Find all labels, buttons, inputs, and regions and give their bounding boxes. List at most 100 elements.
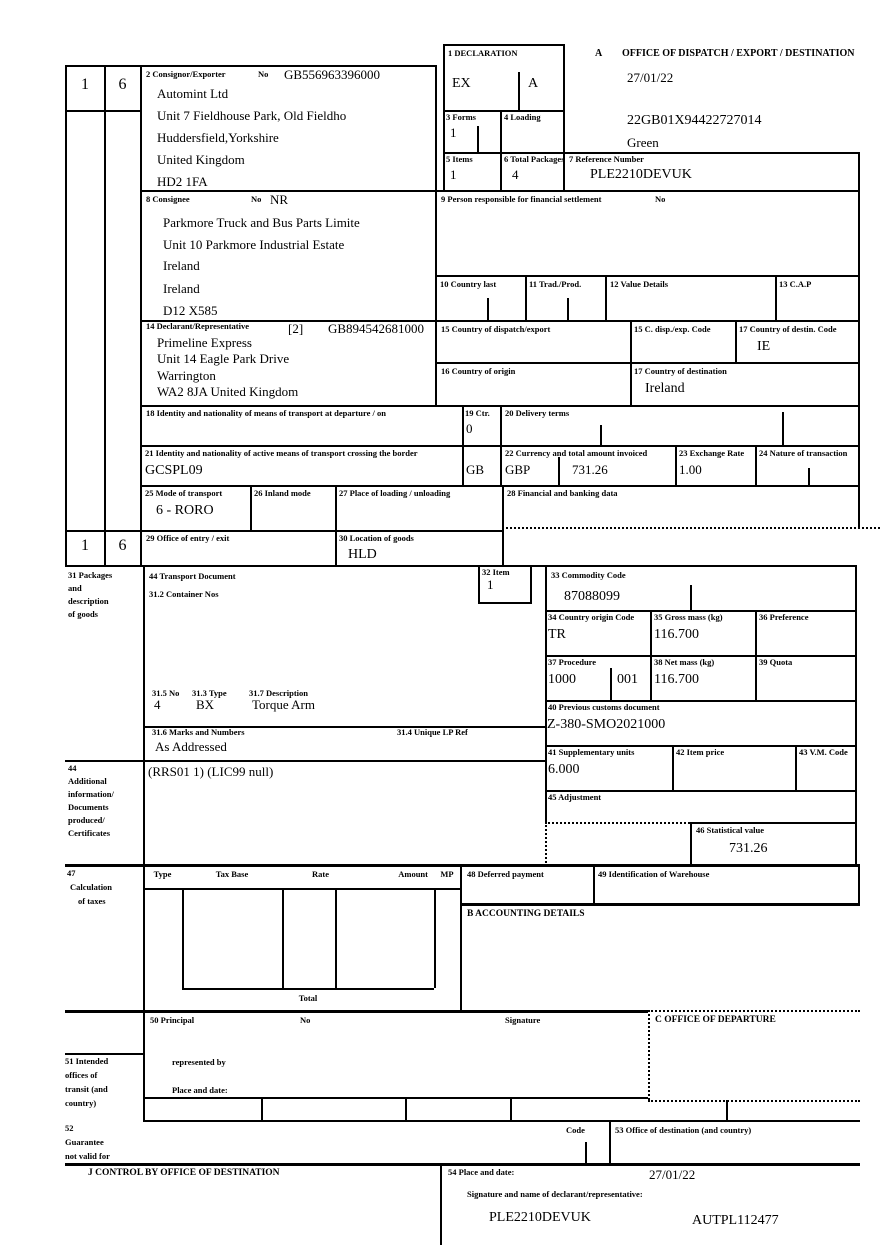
box1-label: 1 DECLARATION [448, 48, 518, 58]
box5-label: 5 Items [446, 154, 473, 164]
divider [143, 888, 462, 890]
consignor-line: United Kingdom [157, 152, 245, 167]
divider [478, 602, 532, 604]
consignee-line: Ireland [163, 281, 200, 296]
divider [502, 485, 504, 565]
dotted-divider [502, 527, 880, 529]
dotted-divider [648, 1010, 650, 1100]
box47-label: of taxes [78, 896, 106, 906]
box50-no-label: No [300, 1015, 311, 1025]
box30-value: HLD [348, 547, 377, 562]
box17a-value: IE [757, 339, 771, 354]
box7-label: 7 Reference Number [569, 154, 644, 164]
declarant-line: Warrington [157, 368, 216, 383]
divider [478, 565, 480, 602]
box25-label: 25 Mode of transport [145, 488, 223, 498]
divider [143, 1097, 648, 1099]
box31-label: 31 Packages [68, 570, 113, 580]
divider [140, 65, 142, 567]
unique-lp-ref-label: 31.4 Unique LP Ref [397, 727, 468, 737]
divider [434, 888, 436, 988]
box2-no-label: No [258, 69, 269, 79]
box51-label: 51 Intended [65, 1056, 109, 1066]
box49-label: 49 Identification of Warehouse [598, 869, 710, 879]
box46-label: 46 Statistical value [696, 825, 764, 835]
box1-subtype: A [528, 76, 539, 91]
divider [104, 65, 106, 567]
box5-value: 1 [450, 167, 457, 182]
consignor-line: Unit 7 Fieldhouse Park, Old Fieldho [157, 108, 347, 123]
dotted-divider [648, 1010, 860, 1012]
divider [518, 72, 520, 110]
consignee-line: Ireland [163, 258, 200, 273]
section-j-label: J CONTROL BY OFFICE OF DESTINATION [88, 1168, 280, 1178]
divider [282, 888, 284, 988]
box38-value: 116.700 [654, 672, 699, 687]
box22-label: 22 Currency and total amount invoiced [505, 448, 648, 458]
description-label: 31.7 Description [249, 688, 309, 698]
box54-signature-label: Signature and name of declarant/represen… [467, 1189, 643, 1199]
consignee-line: Parkmore Truck and Bus Parts Limite [163, 215, 360, 230]
divider [143, 726, 547, 728]
box21-nationality: GB [466, 462, 485, 477]
box50-signature-label: Signature [505, 1015, 541, 1025]
box37-value: 1000 [548, 672, 576, 687]
box27-label: 27 Place of loading / unloading [339, 488, 451, 498]
marks-value: As Addressed [155, 739, 227, 754]
tax-col-mp: MP [440, 869, 454, 879]
divider [775, 275, 777, 320]
box34-value: TR [548, 627, 566, 642]
divider [795, 745, 797, 790]
divider [510, 1097, 512, 1120]
section-c-label: C OFFICE OF DEPARTURE [655, 1015, 776, 1025]
box44-value: (RRS01 1) (LIC99 null) [148, 764, 274, 779]
box3-label: 3 Forms [446, 112, 476, 122]
box41-value: 6.000 [548, 762, 580, 777]
box8-no-value: NR [270, 192, 289, 207]
tick-divider [808, 468, 810, 485]
marks-label: 31.6 Marks and Numbers [152, 727, 245, 737]
box52-label: 52 [65, 1123, 74, 1133]
box51-label: country) [65, 1098, 97, 1108]
divider [65, 1010, 648, 1013]
box11-label: 11 Trad./Prod. [529, 279, 582, 289]
box6-label: 6 Total Packages [504, 154, 565, 164]
box35-value: 116.700 [654, 627, 699, 642]
divider [65, 65, 142, 67]
box8-no-label: No [251, 194, 262, 204]
office-a-routing: Green [627, 135, 659, 150]
box53-label: 53 Office of destination (and country) [615, 1125, 752, 1135]
divider [563, 44, 565, 190]
divider [735, 320, 737, 362]
box1-type: EX [452, 76, 471, 91]
divider [250, 485, 252, 530]
divider [545, 790, 857, 792]
divider [545, 610, 857, 612]
tick-divider [610, 668, 612, 700]
dotted-divider [648, 1100, 860, 1102]
tick-divider [558, 457, 560, 485]
box33-label: 33 Commodity Code [551, 570, 626, 580]
divider [182, 988, 434, 990]
box7-value: PLE2210DEVUK [590, 167, 692, 182]
box6-value: 4 [512, 167, 519, 182]
tick-divider [567, 298, 569, 320]
divider [435, 362, 860, 364]
divider [460, 903, 860, 906]
copy-number-right-2: 6 [118, 537, 127, 554]
copy-number-right: 6 [118, 76, 127, 93]
box15a-label: 15 C. disp./exp. Code [634, 324, 711, 334]
tick-divider [585, 1142, 587, 1165]
box40-value: Z-380-SMO2021000 [547, 717, 666, 732]
consignee-line: D12 X585 [163, 303, 218, 318]
box29-label: 29 Office of entry / exit [146, 533, 230, 543]
divider [140, 65, 435, 67]
divider [500, 110, 502, 190]
box12-label: 12 Value Details [610, 279, 669, 289]
packages-no-value: 4 [154, 697, 161, 712]
divider [545, 655, 857, 657]
box21-label: 21 Identity and nationality of active me… [145, 448, 418, 458]
divider [65, 65, 67, 567]
divider [65, 530, 502, 532]
transport-doc-label: 44 Transport Document [149, 571, 236, 581]
